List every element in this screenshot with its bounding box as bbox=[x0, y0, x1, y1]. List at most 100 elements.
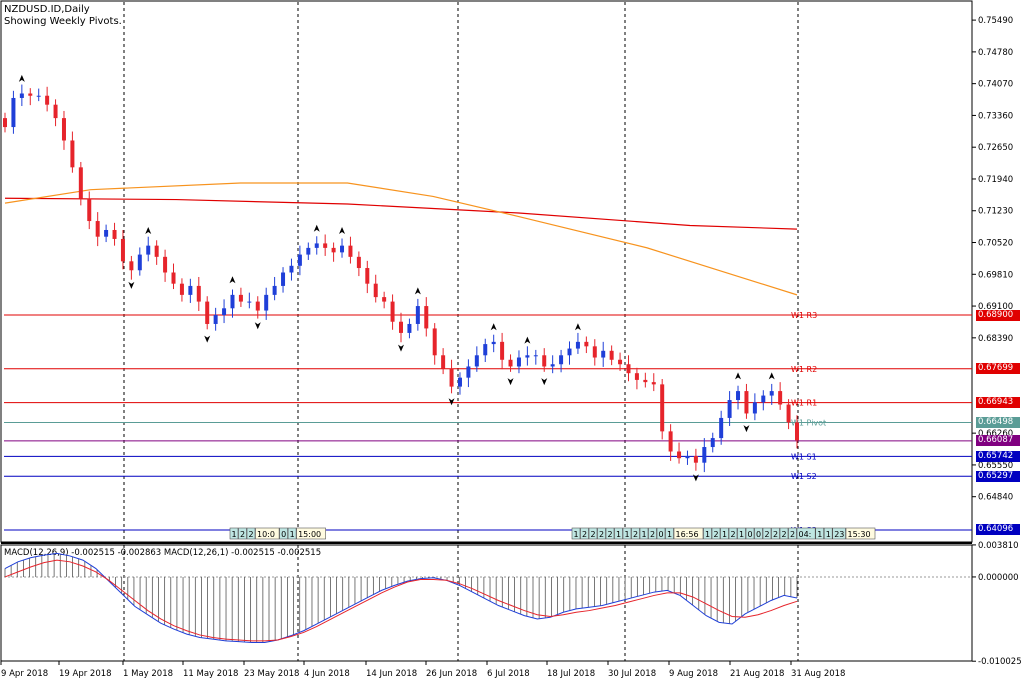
candle-body bbox=[348, 245, 353, 257]
candle-body bbox=[702, 447, 707, 463]
time-label-2-box bbox=[771, 527, 780, 540]
candle-body bbox=[314, 243, 319, 248]
candle-body bbox=[643, 379, 648, 383]
time-label-2-text: 2 bbox=[650, 530, 655, 539]
time-label-box bbox=[229, 527, 239, 540]
x-tick-label: 1 May 2018 bbox=[123, 669, 173, 679]
time-label-2-text: 1 bbox=[817, 530, 822, 539]
candle-body bbox=[407, 323, 412, 333]
candle-body bbox=[508, 359, 513, 367]
candle-body bbox=[19, 93, 24, 98]
time-label-2-box bbox=[796, 527, 816, 540]
candle-body bbox=[744, 391, 749, 414]
time-label-2-box bbox=[597, 527, 606, 540]
time-label-2-text: 2 bbox=[599, 530, 604, 539]
main-panel-frame bbox=[0, 0, 973, 543]
x-tick-label: 4 Jun 2018 bbox=[304, 669, 350, 679]
time-label-box bbox=[287, 527, 297, 540]
candle-body bbox=[87, 198, 92, 222]
x-tick-label: 14 Jun 2018 bbox=[366, 669, 417, 679]
time-label-box bbox=[255, 527, 280, 540]
candle-body bbox=[567, 348, 572, 356]
pivot-label: W1 Pivot bbox=[791, 419, 826, 428]
fractal-down-arrow bbox=[128, 281, 135, 289]
time-label-2-box bbox=[788, 527, 797, 540]
candle-body bbox=[474, 355, 479, 367]
candle-body bbox=[761, 395, 766, 403]
fractal-down-arrow bbox=[448, 398, 455, 406]
candle-body bbox=[78, 167, 83, 199]
time-label-2-text: 2 bbox=[608, 530, 613, 539]
time-label-2-box bbox=[656, 527, 666, 540]
candle-body bbox=[95, 221, 100, 237]
time-label-2-box bbox=[728, 527, 738, 540]
time-label-2-text: 16:56 bbox=[676, 530, 699, 539]
candle-body bbox=[432, 328, 437, 356]
macd-tick-label: -0.010025 bbox=[978, 657, 1022, 667]
time-label-2-text: 1 bbox=[616, 530, 621, 539]
candle-body bbox=[710, 438, 715, 448]
candle-body bbox=[382, 297, 387, 302]
candle-body bbox=[457, 377, 462, 387]
time-label-2-box bbox=[673, 527, 704, 540]
macd-tick-label: 0.003810 bbox=[978, 541, 1019, 551]
candle-body bbox=[323, 243, 328, 248]
macd-tick-label: 0.000000 bbox=[978, 573, 1019, 583]
y-tick-label: 0.71940 bbox=[978, 175, 1013, 185]
candle-body bbox=[264, 294, 269, 311]
fractal-up-arrow bbox=[735, 372, 742, 380]
candle-body bbox=[297, 254, 302, 266]
candle-body bbox=[222, 308, 227, 316]
candle-body bbox=[171, 272, 176, 284]
y-tick-label: 0.69810 bbox=[978, 270, 1013, 280]
candle-body bbox=[230, 294, 235, 309]
time-label-2-text: 2 bbox=[582, 530, 587, 539]
candle-body bbox=[752, 402, 757, 414]
fractal-up-arrow bbox=[524, 336, 531, 344]
fractal-down-arrow bbox=[692, 474, 699, 482]
candle-body bbox=[769, 391, 774, 396]
macd-signal-line bbox=[4, 559, 798, 642]
moving-average-slow bbox=[4, 197, 798, 230]
candle-body bbox=[542, 355, 547, 367]
candle-body bbox=[719, 417, 724, 439]
candle-body bbox=[188, 285, 193, 295]
y-tick-label: 0.74780 bbox=[978, 48, 1013, 58]
candle-body bbox=[70, 140, 75, 168]
candle-body bbox=[196, 285, 201, 302]
x-tick-label: 9 Apr 2018 bbox=[1, 669, 48, 679]
pivot-price-tag: 0.65297 bbox=[976, 470, 1020, 482]
pivot-label: W1 R1 bbox=[791, 399, 817, 408]
time-label-2-box bbox=[588, 527, 598, 540]
x-tick-label: 19 Apr 2018 bbox=[59, 669, 112, 679]
candle-body bbox=[575, 341, 580, 349]
y-tick-label: 0.66260 bbox=[978, 429, 1013, 439]
y-tick-label: 0.73360 bbox=[978, 111, 1013, 121]
moving-average-fast bbox=[4, 182, 798, 296]
candle-body bbox=[390, 301, 395, 322]
pivot-price-tag: 0.66498 bbox=[976, 417, 1020, 428]
candle-body bbox=[786, 404, 791, 423]
y-tick-label: 0.69100 bbox=[978, 302, 1013, 312]
time-label-box bbox=[296, 527, 326, 540]
time-label-2-text: 2 bbox=[731, 530, 736, 539]
time-label-2-text: 0 bbox=[748, 530, 753, 539]
fractal-up-arrow bbox=[229, 276, 236, 284]
pivot-price-tag: 0.67699 bbox=[976, 363, 1020, 375]
time-label-2-box bbox=[711, 527, 721, 540]
x-tick-label: 31 Aug 2018 bbox=[791, 669, 845, 679]
time-label-2-text: 2 bbox=[714, 530, 719, 539]
time-label-2-text: 1 bbox=[739, 530, 744, 539]
candle-body bbox=[778, 391, 783, 405]
pivot-label: W1 R3 bbox=[791, 311, 817, 320]
time-label-2-box bbox=[571, 527, 581, 540]
fractal-up-arrow bbox=[768, 372, 775, 380]
candle-body bbox=[550, 364, 555, 367]
x-tick-label: 30 Jul 2018 bbox=[608, 669, 656, 679]
time-label-text: 1 bbox=[232, 530, 237, 539]
candle-body bbox=[53, 104, 58, 119]
time-label-text: 1 bbox=[290, 530, 295, 539]
candle-body bbox=[213, 315, 218, 324]
time-label-text: 2 bbox=[249, 530, 254, 539]
